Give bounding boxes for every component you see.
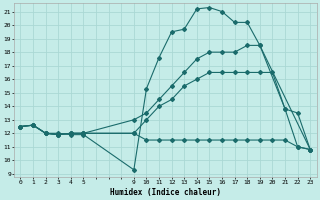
X-axis label: Humidex (Indice chaleur): Humidex (Indice chaleur) [110, 188, 221, 197]
